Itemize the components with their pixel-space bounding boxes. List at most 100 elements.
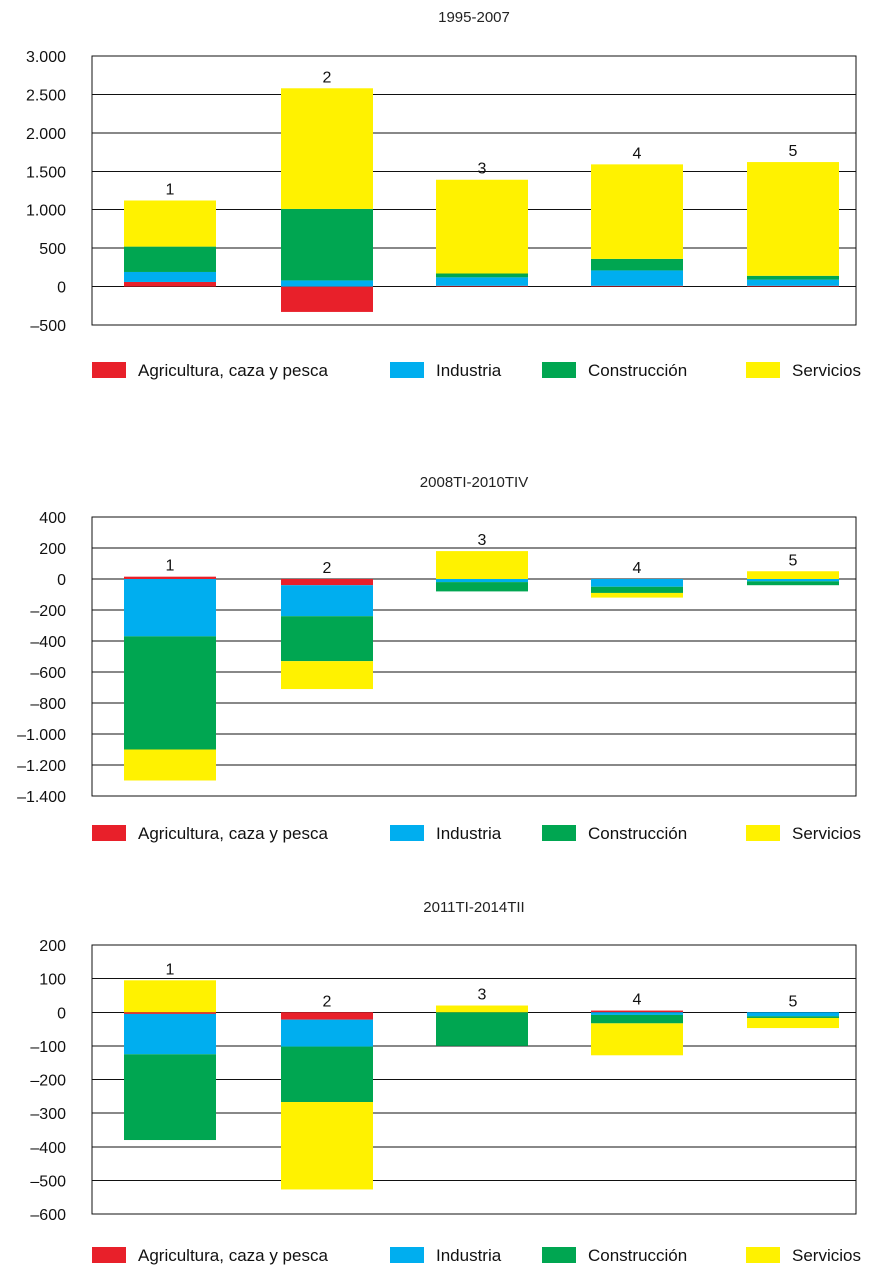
legend-label-agri: Agricultura, caza y pesca (138, 361, 328, 380)
legend-swatch-ind (390, 362, 424, 378)
legend-swatch-serv (746, 825, 780, 841)
y-tick-label: –500 (30, 318, 66, 335)
y-tick-label: 0 (57, 280, 66, 297)
y-tick-label: –600 (30, 1207, 66, 1224)
bar-segment-serv-1 (124, 200, 216, 247)
y-tick-label: 3.000 (26, 49, 66, 66)
legend-swatch-ind (390, 1247, 424, 1263)
bar-segment-serv-5 (747, 1017, 839, 1029)
bar-segment-serv-3 (436, 551, 528, 579)
bar-segment-cons-4 (591, 1014, 683, 1024)
bar-segment-cons-2 (281, 208, 373, 281)
bar-segment-agri-1 (124, 281, 216, 287)
y-tick-label: –200 (30, 1073, 66, 1090)
bar-segment-cons-1 (124, 636, 216, 750)
bar-segment-agri-1 (124, 1012, 216, 1014)
plot-frame (91, 516, 857, 797)
bar-segment-cons-5 (747, 275, 839, 280)
category-label: 3 (478, 532, 487, 549)
bar-segment-ind-5 (747, 279, 839, 286)
legend-swatch-serv (746, 362, 780, 378)
plot-frame (91, 55, 857, 326)
bar-segment-serv-1 (124, 980, 216, 1013)
chart-title: 1995-2007 (438, 9, 510, 26)
bar-segment-serv-2 (281, 661, 373, 690)
bar-segment-serv-4 (591, 164, 683, 259)
category-label: 2 (323, 69, 332, 86)
bar-segment-agri-4 (591, 285, 683, 287)
category-label: 5 (789, 143, 798, 160)
bar-segment-ind-4 (591, 270, 683, 286)
bar-segment-ind-1 (124, 1013, 216, 1055)
bar-segment-cons-3 (436, 1012, 528, 1046)
category-label: 4 (633, 560, 642, 577)
y-tick-label: –1.400 (17, 789, 66, 806)
bar-segment-ind-2 (281, 280, 373, 287)
y-tick-label: 200 (39, 938, 66, 955)
y-tick-label: 0 (57, 1005, 66, 1022)
legend-label-serv: Servicios (792, 361, 861, 380)
legend-label-agri: Agricultura, caza y pesca (138, 1246, 328, 1265)
legend-label-ind: Industria (436, 824, 502, 843)
bar-segment-ind-4 (591, 1012, 683, 1015)
bar-segment-ind-3 (436, 277, 528, 286)
category-label: 3 (478, 161, 487, 178)
bar-segment-ind-2 (281, 585, 373, 617)
y-tick-label: –1.200 (17, 758, 66, 775)
bar-segment-agri-2 (281, 1012, 373, 1020)
category-label: 1 (166, 961, 175, 978)
y-tick-label: –400 (30, 634, 66, 651)
bar-segment-cons-2 (281, 616, 373, 662)
y-tick-label: –1.000 (17, 727, 66, 744)
bar-segment-serv-2 (281, 1102, 373, 1190)
legend-swatch-cons (542, 1247, 576, 1263)
legend-swatch-cons (542, 362, 576, 378)
y-tick-label: –300 (30, 1106, 66, 1123)
category-label: 1 (166, 558, 175, 575)
bar-segment-serv-5 (747, 162, 839, 276)
bar-segment-cons-5 (747, 1016, 839, 1018)
y-tick-label: 200 (39, 541, 66, 558)
bar-segment-cons-5 (747, 581, 839, 586)
y-tick-label: 2.500 (26, 87, 66, 104)
bar-segment-agri-2 (281, 286, 373, 312)
y-tick-label: –200 (30, 603, 66, 620)
y-tick-label: 1.500 (26, 164, 66, 181)
y-tick-label: 0 (57, 572, 66, 589)
bar-segment-agri-2 (281, 579, 373, 586)
bar-segment-cons-3 (436, 273, 528, 278)
bar-segment-serv-4 (591, 1023, 683, 1056)
bar-segment-ind-5 (747, 579, 839, 582)
bar-segment-serv-1 (124, 749, 216, 781)
bar-segment-agri-4 (591, 1010, 683, 1013)
y-tick-label: 400 (39, 510, 66, 527)
bar-segment-ind-3 (436, 579, 528, 583)
bar-segment-serv-3 (436, 179, 528, 274)
y-tick-label: –800 (30, 696, 66, 713)
bar-segment-cons-1 (124, 1054, 216, 1141)
bar-segment-serv-5 (747, 571, 839, 579)
category-label: 5 (789, 993, 798, 1010)
y-tick-label: –500 (30, 1173, 66, 1190)
chart-title: 2008TI-2010TIV (420, 474, 528, 491)
legend-swatch-agri (92, 825, 126, 841)
legend-label-ind: Industria (436, 361, 502, 380)
bar-segment-agri-3 (436, 285, 528, 287)
legend-label-cons: Construcción (588, 361, 687, 380)
chart-1: 1995-2007 –500 0 500 1.000 1.500 2.000 2.500 3.0… (26, 9, 861, 380)
legend-label-ind: Industria (436, 1246, 502, 1265)
bar-segment-ind-2 (281, 1019, 373, 1047)
bar-segment-serv-4 (591, 592, 683, 598)
legend-label-agri: Agricultura, caza y pesca (138, 824, 328, 843)
bar-segment-ind-1 (124, 579, 216, 637)
y-tick-label: 100 (39, 972, 66, 989)
y-tick-label: 1.000 (26, 203, 66, 220)
y-tick-label: 500 (39, 241, 66, 258)
plot-frame (91, 944, 857, 1215)
bar-segment-ind-1 (124, 271, 216, 282)
bar-segment-cons-4 (591, 258, 683, 271)
bar-segment-agri-1 (124, 576, 216, 579)
legend-label-serv: Servicios (792, 1246, 861, 1265)
category-label: 5 (789, 552, 798, 569)
